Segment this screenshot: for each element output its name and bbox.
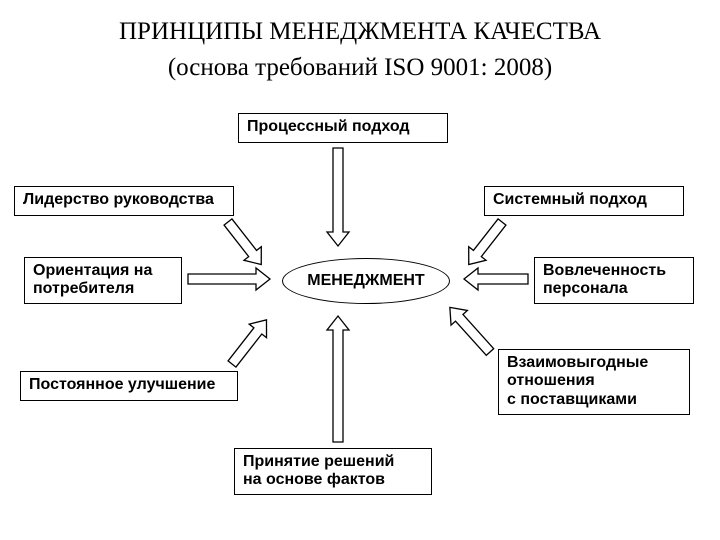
arrow-left_upper	[228, 222, 229, 223]
arrow-bottom	[338, 442, 339, 443]
title-line-2: (основа требований ISO 9001: 2008)	[0, 54, 720, 82]
center-label: МЕНЕДЖМЕНТ	[307, 272, 424, 290]
arrow-right_lower	[490, 352, 491, 353]
arrow-top	[338, 148, 339, 149]
box-left_lower: Постоянное улучшение	[20, 371, 238, 401]
box-left_mid: Ориентация напотребителя	[24, 257, 182, 304]
arrow-left_mid	[188, 279, 189, 280]
box-left_upper: Лидерство руководства	[14, 186, 234, 216]
box-right_lower: Взаимовыгодныеотношенияс поставщиками	[498, 349, 690, 415]
arrow-right_upper	[502, 222, 503, 223]
box-right_mid: Вовлеченностьперсонала	[534, 257, 694, 304]
center-ellipse-management: МЕНЕДЖМЕНТ	[282, 258, 450, 304]
arrow-left_lower	[232, 364, 233, 365]
title-line-1: ПРИНЦИПЫ МЕНЕДЖМЕНТА КАЧЕСТВА	[0, 18, 720, 46]
arrow-right_mid	[528, 279, 529, 280]
box-top: Процессный подход	[238, 113, 448, 143]
box-bottom: Принятие решенийна основе фактов	[234, 448, 432, 495]
box-right_upper: Системный подход	[484, 186, 684, 216]
